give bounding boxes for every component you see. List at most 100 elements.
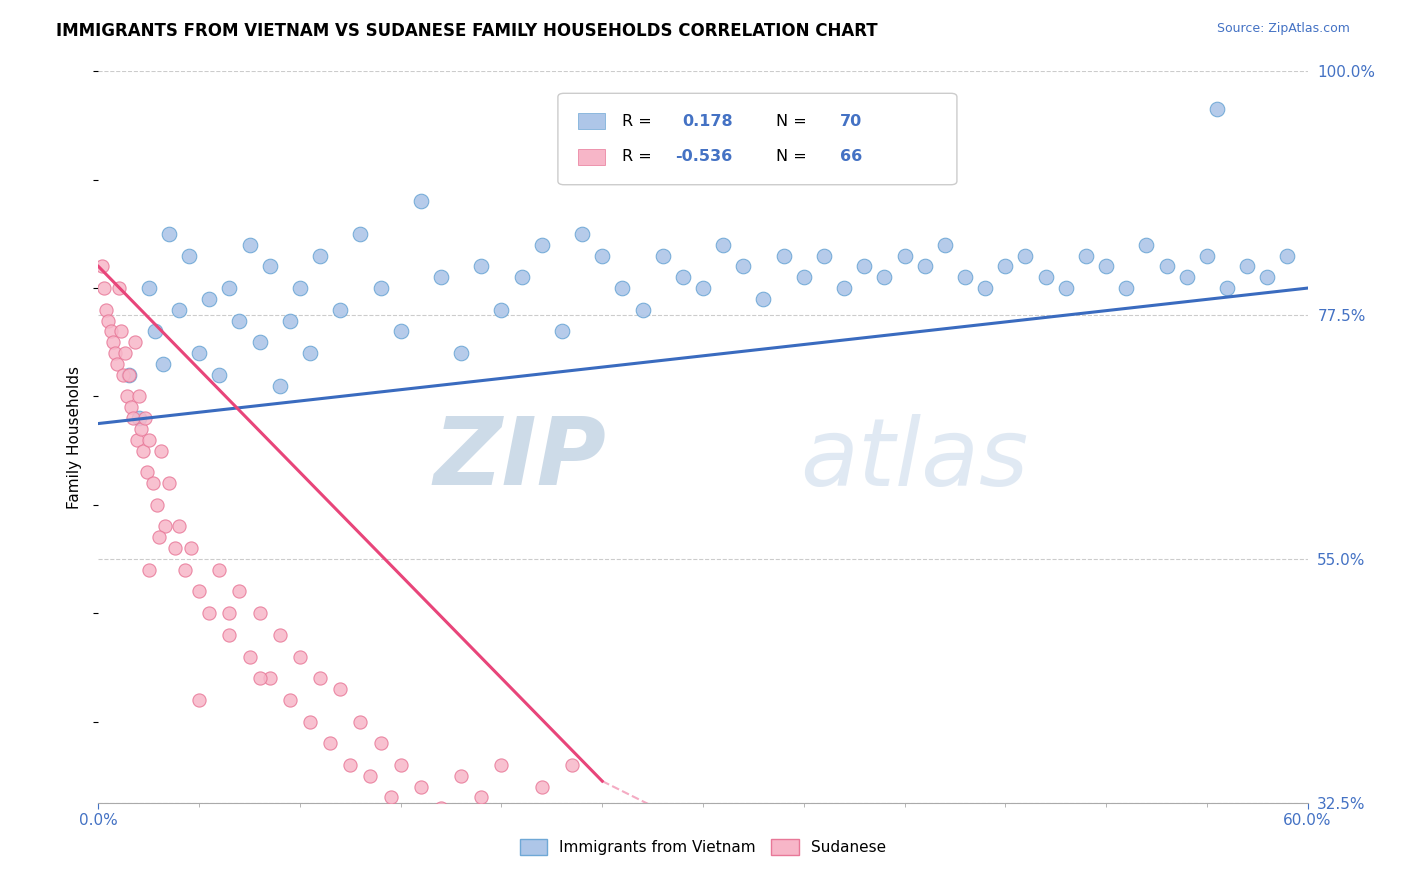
Text: 0.178: 0.178 — [682, 113, 733, 128]
Point — [138, 281, 160, 295]
Point — [138, 563, 160, 577]
Text: -0.536: -0.536 — [675, 150, 733, 164]
Point — [299, 346, 322, 360]
Point — [269, 628, 291, 642]
Point — [278, 313, 301, 327]
Point — [349, 227, 371, 241]
Point — [409, 780, 432, 794]
Point — [228, 584, 250, 599]
Point — [1115, 281, 1137, 295]
Point — [259, 260, 281, 274]
Point — [1035, 270, 1057, 285]
Point — [561, 757, 583, 772]
Point — [148, 530, 170, 544]
Point — [103, 346, 125, 360]
Point — [249, 335, 271, 350]
Point — [1236, 260, 1258, 274]
Point — [339, 757, 361, 772]
Point — [278, 693, 301, 707]
Point — [450, 769, 472, 783]
Point — [93, 281, 115, 295]
Text: R =: R = — [621, 150, 657, 164]
Point — [118, 368, 141, 382]
Point — [249, 671, 271, 685]
Point — [107, 281, 129, 295]
Point — [752, 292, 775, 306]
Point — [1054, 281, 1077, 295]
Point — [994, 260, 1017, 274]
Point — [288, 649, 311, 664]
Text: Source: ZipAtlas.com: Source: ZipAtlas.com — [1216, 22, 1350, 36]
Point — [329, 302, 352, 317]
Point — [1074, 249, 1097, 263]
Point — [953, 270, 976, 285]
Point — [198, 606, 221, 620]
Point — [146, 498, 169, 512]
Point — [101, 335, 124, 350]
Point — [179, 249, 201, 263]
Point — [1095, 260, 1118, 274]
Point — [893, 249, 915, 263]
Point — [239, 237, 262, 252]
Point — [692, 281, 714, 295]
Point — [389, 757, 412, 772]
Point — [118, 368, 141, 382]
Point — [239, 649, 262, 664]
Point — [174, 563, 197, 577]
Point — [1195, 249, 1218, 263]
Point — [651, 249, 673, 263]
Text: ZIP: ZIP — [433, 413, 606, 505]
Point — [733, 260, 755, 274]
Text: 70: 70 — [839, 113, 862, 128]
Point — [873, 270, 896, 285]
Point — [180, 541, 202, 556]
Point — [1277, 249, 1299, 263]
Point — [1014, 249, 1036, 263]
Point — [91, 260, 114, 274]
Point — [450, 346, 472, 360]
Point — [128, 411, 150, 425]
Point — [530, 780, 553, 794]
Point — [470, 790, 492, 805]
Point — [157, 227, 180, 241]
Point — [142, 476, 165, 491]
Point — [389, 325, 412, 339]
Point — [111, 368, 134, 382]
Point — [97, 313, 120, 327]
Y-axis label: Family Households: Family Households — [67, 366, 83, 508]
Text: N =: N = — [776, 113, 806, 128]
Point — [134, 411, 156, 425]
Point — [612, 281, 634, 295]
Point — [132, 443, 155, 458]
Point — [157, 476, 180, 491]
Point — [530, 237, 553, 252]
Point — [934, 237, 956, 252]
Point — [1216, 281, 1239, 295]
Point — [551, 325, 574, 339]
Point — [491, 757, 513, 772]
Point — [319, 736, 342, 750]
Point — [125, 433, 148, 447]
Point — [259, 671, 281, 685]
Point — [152, 357, 174, 371]
Point — [631, 302, 654, 317]
Point — [591, 249, 613, 263]
Point — [218, 628, 240, 642]
Point — [430, 270, 453, 285]
Point — [121, 411, 143, 425]
Point — [188, 693, 211, 707]
Point — [1175, 270, 1198, 285]
Point — [167, 302, 190, 317]
Point — [409, 194, 432, 209]
Point — [309, 249, 332, 263]
Point — [135, 465, 157, 479]
Point — [299, 714, 322, 729]
Point — [149, 443, 172, 458]
Point — [711, 237, 734, 252]
Point — [832, 281, 855, 295]
Point — [228, 313, 250, 327]
Point — [1156, 260, 1178, 274]
Text: 66: 66 — [839, 150, 862, 164]
FancyBboxPatch shape — [578, 149, 605, 165]
Point — [380, 790, 402, 805]
